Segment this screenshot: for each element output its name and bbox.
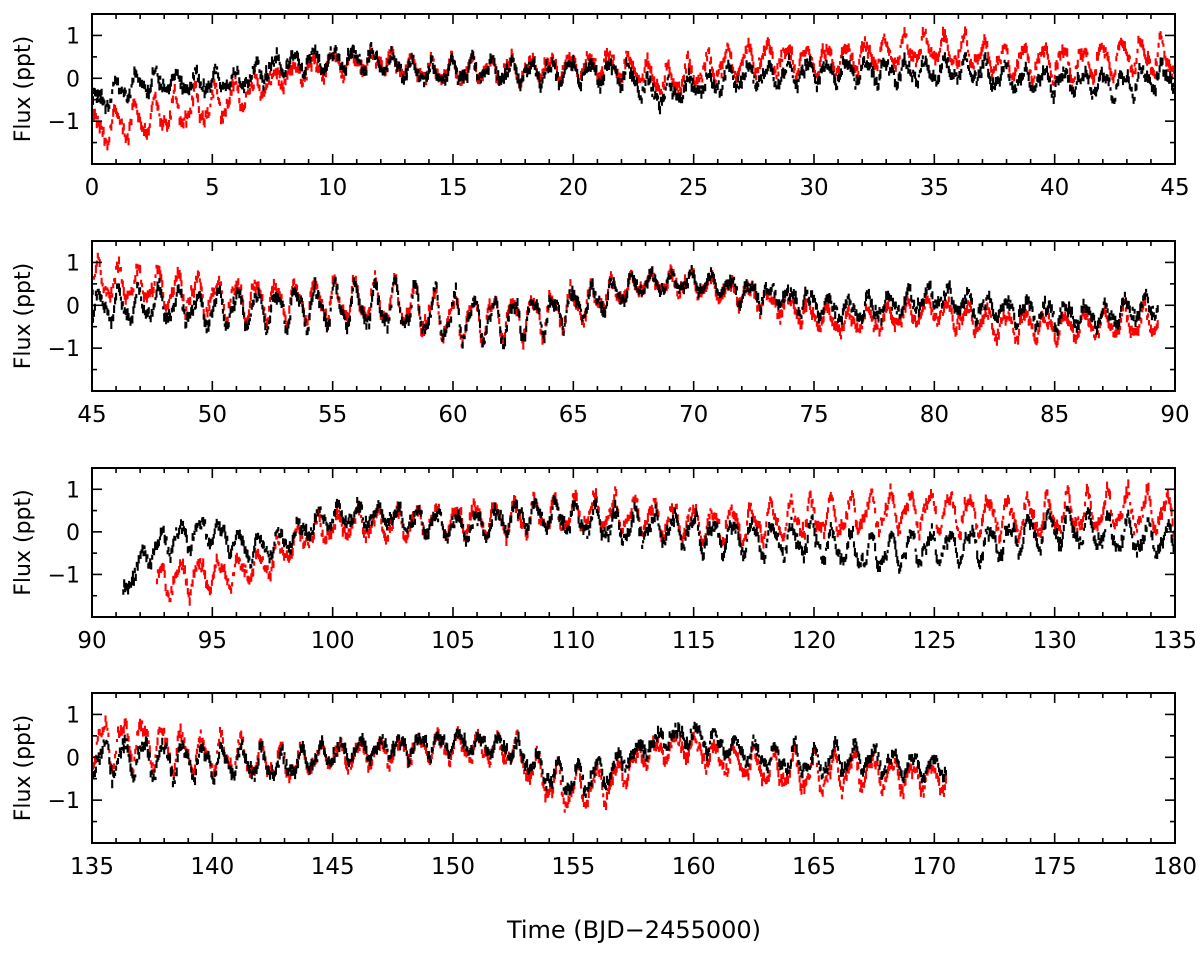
- x-tick-label: 165: [792, 854, 836, 880]
- x-tick-label: 10: [318, 175, 347, 201]
- panel-1-data: [92, 26, 1175, 151]
- x-tick-label: 45: [1160, 175, 1189, 201]
- y-axis-label: Flux (ppt): [11, 489, 36, 595]
- x-tick-label: 130: [1033, 628, 1077, 654]
- x-tick-label: 15: [438, 175, 467, 201]
- x-tick-label: 80: [920, 402, 949, 428]
- x-tick-label: 0: [85, 175, 100, 201]
- panel-2-data: [92, 252, 1159, 350]
- x-tick-label: 145: [311, 854, 355, 880]
- panel-4-frame: [91, 692, 1176, 844]
- panel-3-frame: [91, 467, 1176, 618]
- x-tick-label: 20: [559, 175, 588, 201]
- panel-4: 135 140 145 150 155 160 165 170 175 180 1 0 −1 Flux (…: [11, 692, 1197, 880]
- x-tick-label: 55: [318, 402, 347, 428]
- y-tick-label: 0: [66, 746, 80, 771]
- x-tick-label: 60: [438, 402, 467, 428]
- x-tick-label: 70: [679, 402, 708, 428]
- panel-4-data: [92, 715, 947, 813]
- x-tick-label: 65: [559, 402, 588, 428]
- x-tick-label: 35: [920, 175, 949, 201]
- x-tick-label: 100: [311, 628, 355, 654]
- x-tick-label: 90: [77, 628, 106, 654]
- series-black-panel-4: [92, 721, 947, 798]
- x-tick-label: 90: [1160, 402, 1189, 428]
- series-black-panel-3: [122, 495, 1175, 595]
- x-tick-label: 5: [205, 175, 220, 201]
- series-black-panel-1: [92, 42, 1175, 115]
- x-tick-label: 175: [1033, 854, 1077, 880]
- x-tick-label: 170: [912, 854, 956, 880]
- x-tick-label: 135: [70, 854, 114, 880]
- y-tick-label: −1: [48, 110, 80, 135]
- x-tick-label: 75: [799, 402, 828, 428]
- x-tick-label: 155: [551, 854, 595, 880]
- y-tick-label: 0: [66, 294, 80, 319]
- panel-3-data: [122, 479, 1175, 606]
- y-axis-label: Flux (ppt): [11, 36, 36, 142]
- series-black-points-panel-4: [92, 721, 947, 798]
- panel-3: 90 95 100 105 110 115 120 125 130 135 1 0 −1 Flux (pp…: [11, 467, 1197, 654]
- y-tick-label: 1: [66, 251, 80, 276]
- x-tick-label: 125: [912, 628, 956, 654]
- panel-2-frame: [91, 240, 1176, 392]
- x-tick-label: 120: [792, 628, 836, 654]
- x-tick-label: 105: [431, 628, 475, 654]
- panel-1-frame: [91, 13, 1176, 165]
- y-tick-label: 1: [66, 478, 80, 503]
- x-tick-label: 115: [672, 628, 716, 654]
- y-tick-label: 1: [66, 703, 80, 728]
- series-black-points-panel-1: [92, 42, 1175, 115]
- x-tick-label: 95: [198, 628, 227, 654]
- x-tick-label: 50: [198, 402, 227, 428]
- x-tick-label: 85: [1040, 402, 1069, 428]
- x-tick-label: 150: [431, 854, 475, 880]
- x-tick-label: 40: [1040, 175, 1069, 201]
- y-tick-label: 0: [66, 521, 80, 546]
- x-tick-label: 45: [77, 402, 106, 428]
- x-tick-label: 140: [190, 854, 234, 880]
- panel-2: 45 50 55 60 65 70 75 80 85 90 1 0 −1 Flux (ppt): [11, 240, 1190, 428]
- y-axis-label: Flux (ppt): [11, 263, 36, 369]
- y-tick-label: −1: [48, 789, 80, 814]
- x-tick-label: 135: [1153, 628, 1197, 654]
- x-tick-label: 30: [799, 175, 828, 201]
- series-black-points-panel-2: [92, 265, 1159, 350]
- y-axis-label: Flux (ppt): [11, 715, 36, 821]
- x-tick-label: 180: [1153, 854, 1197, 880]
- y-tick-label: −1: [48, 337, 80, 362]
- y-tick-label: 1: [66, 24, 80, 49]
- series-black-panel-2: [92, 265, 1159, 350]
- y-tick-label: 0: [66, 67, 80, 92]
- x-tick-label: 160: [672, 854, 716, 880]
- x-tick-label: 25: [679, 175, 708, 201]
- x-axis-label: Time (BJD−2455000): [506, 916, 761, 944]
- x-tick-label: 110: [551, 628, 595, 654]
- y-tick-label: −1: [48, 563, 80, 588]
- series-black-points-panel-3: [122, 495, 1175, 595]
